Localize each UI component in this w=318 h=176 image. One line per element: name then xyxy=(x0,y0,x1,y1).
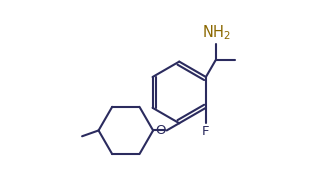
Text: F: F xyxy=(202,125,210,138)
Text: O: O xyxy=(155,124,166,137)
Text: NH$_2$: NH$_2$ xyxy=(202,24,231,42)
